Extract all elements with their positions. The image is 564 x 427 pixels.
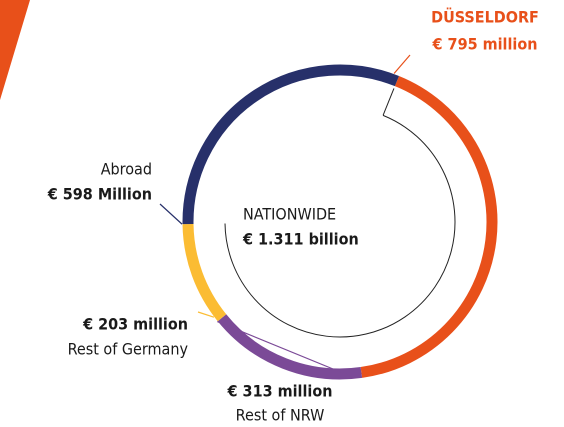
leader-line xyxy=(159,203,183,225)
category-label: Rest of Germany xyxy=(68,340,189,359)
category-label: Abroad xyxy=(101,160,152,179)
donut-segment xyxy=(217,314,363,380)
value-label: € 795 million xyxy=(432,35,538,54)
value-label: € 313 million xyxy=(227,382,333,401)
leader-line xyxy=(197,311,215,318)
donut-segment xyxy=(182,64,399,225)
leader-line xyxy=(393,54,411,74)
donut-segment xyxy=(360,75,498,378)
value-label: € 598 Million xyxy=(47,185,152,204)
nationwide-arc xyxy=(224,114,456,338)
total-value: € 1.311 billion xyxy=(242,230,359,249)
category-label: DÜSSELDORF xyxy=(431,8,539,27)
category-label: Rest of NRW xyxy=(236,406,325,425)
total-name: NATIONWIDE xyxy=(243,205,336,224)
nationwide-connector xyxy=(382,88,395,116)
value-label: € 203 million xyxy=(82,315,188,334)
leader-line xyxy=(217,320,356,379)
donut-segment xyxy=(182,223,227,322)
decor-stripe xyxy=(0,0,30,100)
